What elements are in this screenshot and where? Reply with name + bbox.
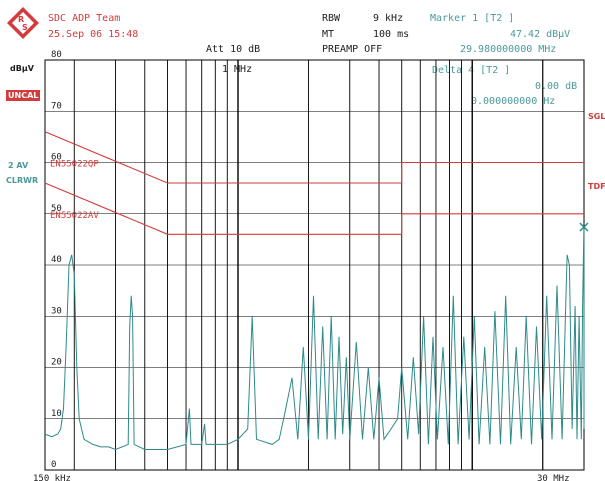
rbw-value: 9 kHz bbox=[373, 13, 404, 24]
y-tick-label: 0 bbox=[51, 460, 56, 470]
y-tick-label: 40 bbox=[51, 255, 62, 265]
attenuation-label: Att 10 dB bbox=[206, 44, 261, 55]
delta-frequency: 0.000000000 Hz bbox=[471, 96, 556, 107]
limit-label-en55022av: EN55022AV bbox=[50, 211, 99, 221]
rohde-schwarz-logo: R S bbox=[7, 7, 39, 39]
freq-marker-1mhz: 1 MHz bbox=[222, 64, 253, 75]
y-tick-label: 60 bbox=[51, 153, 62, 163]
svg-text:S: S bbox=[22, 23, 28, 32]
y-tick-label: 80 bbox=[51, 50, 62, 60]
limit-line-en55022qp bbox=[44, 131, 584, 184]
trace-mode-av: 2 AV bbox=[8, 161, 29, 170]
marker-level: 47.42 dBµV bbox=[510, 29, 571, 40]
x-tick-label-end: 30 MHz bbox=[537, 474, 570, 481]
marker-1 bbox=[579, 222, 589, 232]
marker-1-cross-b bbox=[579, 222, 589, 232]
x-tick-label-start: 150 kHz bbox=[33, 474, 71, 481]
limit-lines: EN55022QP EN55022AV bbox=[44, 131, 584, 235]
mt-label: MT bbox=[322, 29, 335, 40]
trace-series-1 bbox=[44, 226, 585, 451]
marker-label: Marker 1 [T2 ] bbox=[430, 13, 515, 24]
rbw-label: RBW bbox=[322, 13, 341, 24]
preamp-label: PREAMP OFF bbox=[322, 44, 383, 55]
mt-value: 100 ms bbox=[373, 29, 410, 40]
delta-label: Delta 4 [T2 ] bbox=[432, 65, 511, 76]
uncal-badge: UNCAL bbox=[6, 90, 41, 101]
svg-text:R: R bbox=[18, 15, 24, 24]
y-tick-label: 20 bbox=[51, 358, 62, 368]
plot-grid bbox=[44, 59, 585, 471]
x-tick-labels: 150 kHz 30 MHz bbox=[33, 474, 570, 481]
spectrum-trace bbox=[44, 226, 585, 451]
delta-level: 0.00 dB bbox=[535, 81, 578, 92]
y-tick-label: 30 bbox=[51, 306, 62, 316]
header-datetime: 25.Sep 06 15:48 bbox=[48, 29, 139, 40]
unit-label: dBµV bbox=[10, 64, 34, 73]
limit-label-en55022qp: EN55022QP bbox=[50, 160, 99, 170]
sgl-label: SGL bbox=[588, 112, 605, 121]
limit-line-en55022av bbox=[44, 182, 584, 235]
y-tick-label: 50 bbox=[51, 204, 62, 214]
y-tick-label: 70 bbox=[51, 101, 62, 111]
header-title: SDC ADP Team bbox=[48, 13, 121, 24]
y-tick-label: 10 bbox=[51, 409, 62, 419]
trace-mode-clrwr: CLRWR bbox=[6, 176, 39, 185]
tdf-label: TDF bbox=[588, 182, 605, 191]
marker-frequency: 29.980000000 MHz bbox=[460, 44, 557, 55]
y-tick-labels: 0 10 20 30 40 50 60 70 80 bbox=[51, 50, 62, 470]
